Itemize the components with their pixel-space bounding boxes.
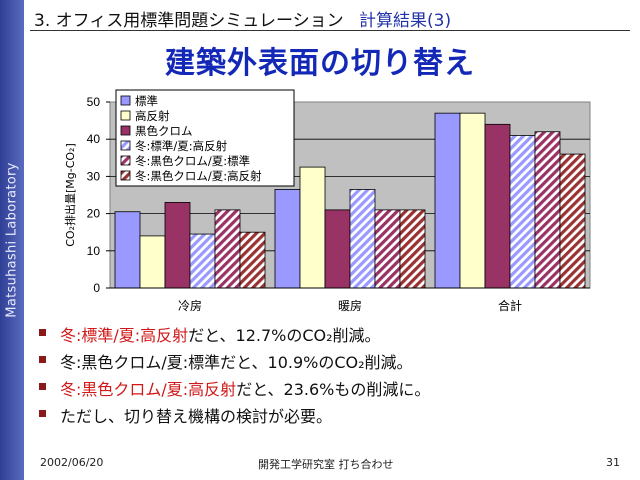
x-tick-label: 冷房 — [178, 298, 202, 313]
bar — [114, 211, 141, 289]
bullet-red-text: 冬:黒色クロム/夏:高反射 — [60, 380, 237, 399]
y-tick-label: 40 — [87, 132, 101, 146]
x-tick-label: 暖房 — [338, 298, 362, 313]
bullet-marker — [39, 410, 46, 417]
bullet-red-text: 冬:標準/夏:高反射 — [60, 326, 189, 345]
header-subtitle: 計算結果(3) — [359, 11, 452, 31]
bullet-text: 冬:黒色クロム/夏:標準だと、10.9%のCO₂削減。 — [60, 353, 413, 372]
y-axis-label: CO₂排出量[Mg-CO₂] — [63, 143, 77, 247]
legend — [115, 89, 295, 187]
y-tick-label: 10 — [87, 244, 101, 258]
bullet-marker — [39, 383, 46, 390]
legend-label: 標準 — [135, 94, 158, 108]
header-divider — [30, 30, 630, 31]
bar — [274, 189, 301, 289]
bullet-item: 冬:標準/夏:高反射だと、12.7%のCO₂削減。 — [36, 322, 430, 349]
bullet-text: ただし、切り替え機構の検討が必要。 — [60, 407, 333, 426]
y-tick-label: 30 — [87, 169, 101, 183]
legend-label: 冬:標準/夏:高反射 — [135, 139, 228, 153]
bar — [399, 209, 426, 289]
legend-label: 冬:黒色クロム/夏:標準 — [135, 154, 250, 168]
page-number: 31 — [606, 456, 620, 469]
legend-swatch — [120, 170, 131, 181]
bar — [239, 231, 266, 289]
bar — [434, 112, 461, 289]
footer-center: 開発工学研究室 打ち合わせ — [258, 458, 394, 471]
bar — [349, 189, 376, 289]
y-tick-label: 20 — [87, 207, 101, 221]
bar — [484, 123, 511, 289]
legend-label: 高反射 — [135, 109, 170, 123]
bullet-item: ただし、切り替え機構の検討が必要。 — [36, 403, 430, 430]
legend-swatch — [120, 95, 131, 106]
bar — [509, 135, 536, 289]
slide-title: 建築外表面の切り替え — [165, 46, 475, 81]
bar — [189, 233, 216, 289]
legend-swatch — [120, 125, 131, 136]
header-number: 3. — [34, 11, 51, 31]
y-tick-label: 50 — [87, 95, 101, 109]
legend-swatch — [120, 140, 131, 151]
bar — [139, 235, 166, 289]
x-tick-label: 合計 — [498, 298, 522, 313]
y-tick-label: 0 — [93, 281, 100, 295]
bullet-text: だと、23.6%もの削減に。 — [236, 380, 431, 399]
bullet-item: 冬:黒色クロム/夏:高反射だと、23.6%もの削減に。 — [36, 376, 430, 403]
bar-chart: 0 10 20 30 40 50 CO₂排出量[Mg-CO₂] 冷房 暖房 合計 標準高反射黒色クロ… — [63, 89, 591, 313]
legend-label: 黒色クロム — [135, 124, 193, 138]
legend-swatch — [120, 110, 131, 121]
bullet-item: 冬:黒色クロム/夏:標準だと、10.9%のCO₂削減。 — [36, 349, 430, 376]
sidebar-label: Matsuhashi Laboratory — [4, 162, 20, 318]
bar — [299, 166, 326, 289]
bar — [164, 202, 191, 289]
bar — [324, 209, 351, 289]
slide-header: 3. オフィス用標準問題シミュレーション 計算結果(3) — [34, 6, 451, 31]
footer-date: 2002/06/20 — [40, 456, 104, 469]
header-text: オフィス用標準問題シミュレーション — [55, 11, 344, 31]
bar — [459, 112, 486, 289]
legend-label: 冬:黒色クロム/夏:高反射 — [135, 169, 262, 183]
bar — [374, 209, 401, 289]
bullet-marker — [39, 329, 46, 336]
legend-swatch — [120, 155, 131, 166]
bar — [534, 131, 561, 289]
sidebar: Matsuhashi Laboratory — [0, 0, 24, 480]
bullet-list: 冬:標準/夏:高反射だと、12.7%のCO₂削減。 冬:黒色クロム/夏:標準だと… — [36, 322, 430, 430]
bar — [559, 153, 586, 289]
bullet-marker — [39, 356, 46, 363]
bar — [214, 209, 241, 289]
bullet-text: だと、12.7%のCO₂削減。 — [188, 326, 381, 345]
